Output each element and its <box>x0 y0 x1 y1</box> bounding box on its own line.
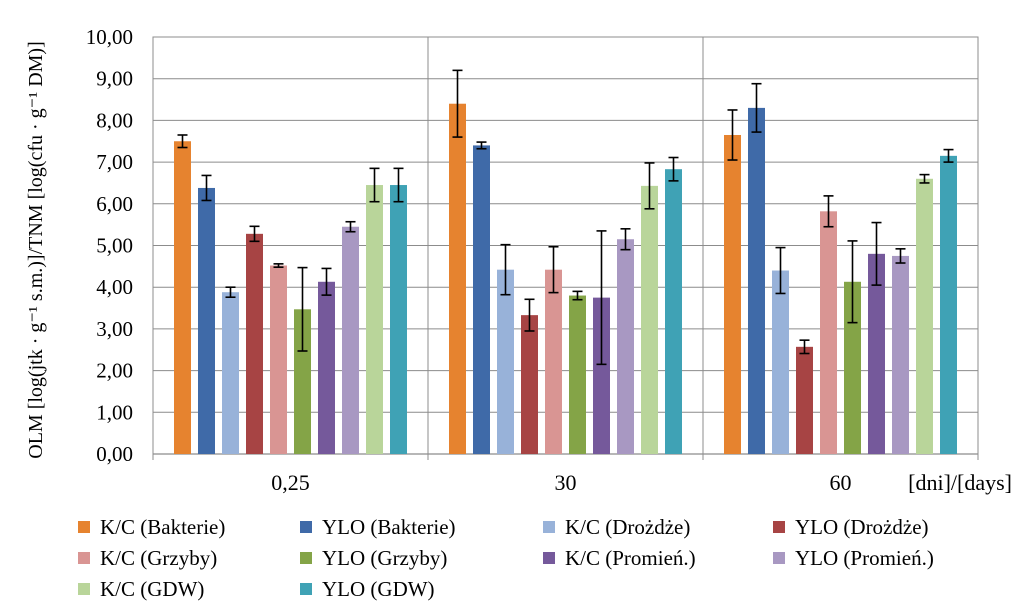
bar <box>796 346 813 454</box>
legend-item: YLO (Promień.) <box>773 544 934 572</box>
bar <box>246 233 263 454</box>
y-tick-label: 2,00 <box>96 359 133 383</box>
bar <box>748 107 765 454</box>
bar <box>617 239 634 454</box>
y-tick-label: 8,00 <box>96 108 133 132</box>
x-axis-title: [dni]/[days] <box>908 470 1012 495</box>
bar <box>892 255 909 454</box>
legend-swatch <box>773 552 785 564</box>
y-axis-title: OLM [log(jtk · g⁻¹ s.m.)]/TNM [log(cfu ·… <box>25 41 47 458</box>
y-tick-label: 3,00 <box>96 317 133 341</box>
y-tick-label: 10,00 <box>86 25 133 49</box>
bar <box>222 292 239 454</box>
bar <box>940 155 957 454</box>
legend-item: K/C (Drożdże) <box>543 513 690 541</box>
legend-label: K/C (Drożdże) <box>565 514 691 539</box>
legend-label: YLO (Promień.) <box>795 545 934 570</box>
y-tick-label: 9,00 <box>96 67 133 91</box>
bar <box>772 270 789 454</box>
chart: 0,00 1,00 2,00 3,00 4,00 5,00 6,00 7,00 8,00 9,00… <box>25 25 1012 495</box>
legend-swatch <box>78 521 90 533</box>
bar <box>473 145 490 455</box>
bar <box>521 315 538 454</box>
legend-label: YLO (GDW) <box>322 576 435 601</box>
legend-swatch <box>300 521 312 533</box>
legend-swatch <box>300 552 312 564</box>
error-bars <box>177 69 954 366</box>
legend-item: YLO (Drożdże) <box>773 513 929 541</box>
y-tick-label: 5,00 <box>96 234 133 258</box>
bar <box>844 281 861 454</box>
legend-label: YLO (Grzyby) <box>322 545 448 570</box>
bar <box>593 297 610 454</box>
bar <box>174 141 191 454</box>
bar <box>724 134 741 454</box>
legend-item: K/C (Promień.) <box>543 544 696 572</box>
legend-label: YLO (Drożdże) <box>795 514 929 539</box>
y-tick-label: 1,00 <box>96 400 133 424</box>
legend-swatch <box>543 521 555 533</box>
legend-item: K/C (Grzyby) <box>78 544 217 572</box>
legend-item: YLO (Grzyby) <box>300 544 447 572</box>
legend-swatch <box>78 583 90 595</box>
bar <box>294 309 311 454</box>
bar <box>641 185 658 454</box>
legend-item: YLO (Bakterie) <box>300 513 456 541</box>
legend-label: K/C (GDW) <box>100 576 205 601</box>
legend-swatch <box>543 552 555 564</box>
y-tick-label: 4,00 <box>96 275 133 299</box>
plot-frame <box>152 36 979 460</box>
x-tick-label: 0,25 <box>271 470 310 495</box>
bar <box>270 265 287 454</box>
y-tick-label: 0,00 <box>96 442 133 466</box>
x-tick-label: 60 <box>830 470 852 495</box>
legend-swatch <box>773 521 785 533</box>
y-tick-label: 7,00 <box>96 150 133 174</box>
y-axis-ticks: 0,00 1,00 2,00 3,00 4,00 5,00 6,00 7,00 8,00 9,00… <box>86 25 133 466</box>
bar <box>342 226 359 454</box>
legend-label: K/C (Bakterie) <box>100 514 226 539</box>
legend-item: K/C (Bakterie) <box>78 513 225 541</box>
bar <box>318 281 335 454</box>
x-tick-label: 30 <box>555 470 577 495</box>
legend-swatch <box>300 583 312 595</box>
bar <box>545 269 562 454</box>
legend-swatch <box>78 552 90 564</box>
bar <box>497 269 514 454</box>
bar <box>569 295 586 454</box>
bar <box>916 178 933 454</box>
bar <box>366 185 383 454</box>
bar <box>820 211 837 454</box>
x-axis-labels: 0,25 30 60 <box>271 470 851 495</box>
bar <box>449 103 466 454</box>
legend-label: YLO (Bakterie) <box>322 514 456 539</box>
bar <box>390 185 407 454</box>
bar <box>868 253 885 454</box>
bar <box>198 187 215 455</box>
legend-label: K/C (Grzyby) <box>100 545 218 570</box>
bar <box>665 169 682 454</box>
y-tick-label: 6,00 <box>96 192 133 216</box>
legend-item: YLO (GDW) <box>300 575 435 603</box>
bars <box>174 103 957 455</box>
legend-label: K/C (Promień.) <box>565 545 696 570</box>
legend-item: K/C (GDW) <box>78 575 204 603</box>
legend: K/C (Bakterie) YLO (Bakterie) K/C (Drożdże… <box>78 513 1018 609</box>
